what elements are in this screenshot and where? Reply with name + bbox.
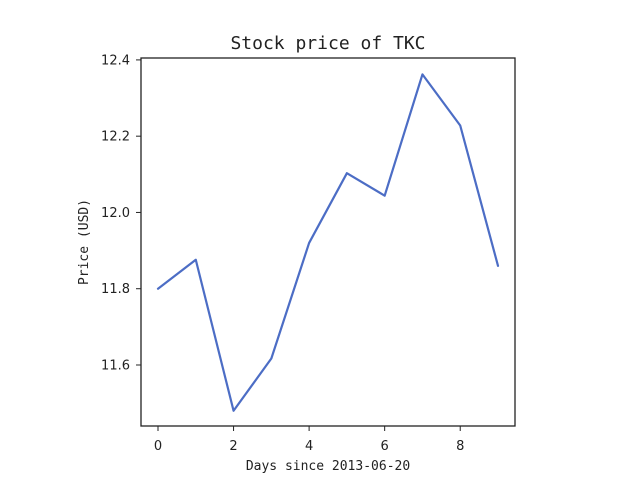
x-tick-label: 2: [229, 439, 237, 454]
y-tick-label: 12.4: [101, 53, 130, 68]
x-tick-label: 8: [456, 439, 464, 454]
x-axis-label: Days since 2013-06-20: [246, 459, 410, 474]
y-tick-label: 11.8: [101, 282, 130, 297]
y-tick-label: 11.6: [101, 358, 130, 373]
y-tick-label: 12.0: [101, 206, 130, 221]
plot-frame: [140, 57, 516, 427]
x-tick-label: 0: [154, 439, 162, 454]
series-layer: [156, 73, 500, 412]
y-axis-label: Price (USD): [77, 199, 92, 285]
y-tick-label: 12.2: [101, 130, 130, 145]
series-line-0: [156, 73, 500, 412]
x-axis: 0 2 4 6 8: [154, 426, 464, 454]
plot-area: 0 2 4 6 8 11.6 11.8 12.0 12.2 12.4: [101, 53, 516, 454]
x-tick-label: 4: [305, 439, 313, 454]
chart-title: Stock price of TKC: [230, 33, 425, 54]
y-axis: 11.6 11.8 12.0 12.2 12.4: [101, 53, 141, 373]
x-tick-label: 6: [381, 439, 389, 454]
